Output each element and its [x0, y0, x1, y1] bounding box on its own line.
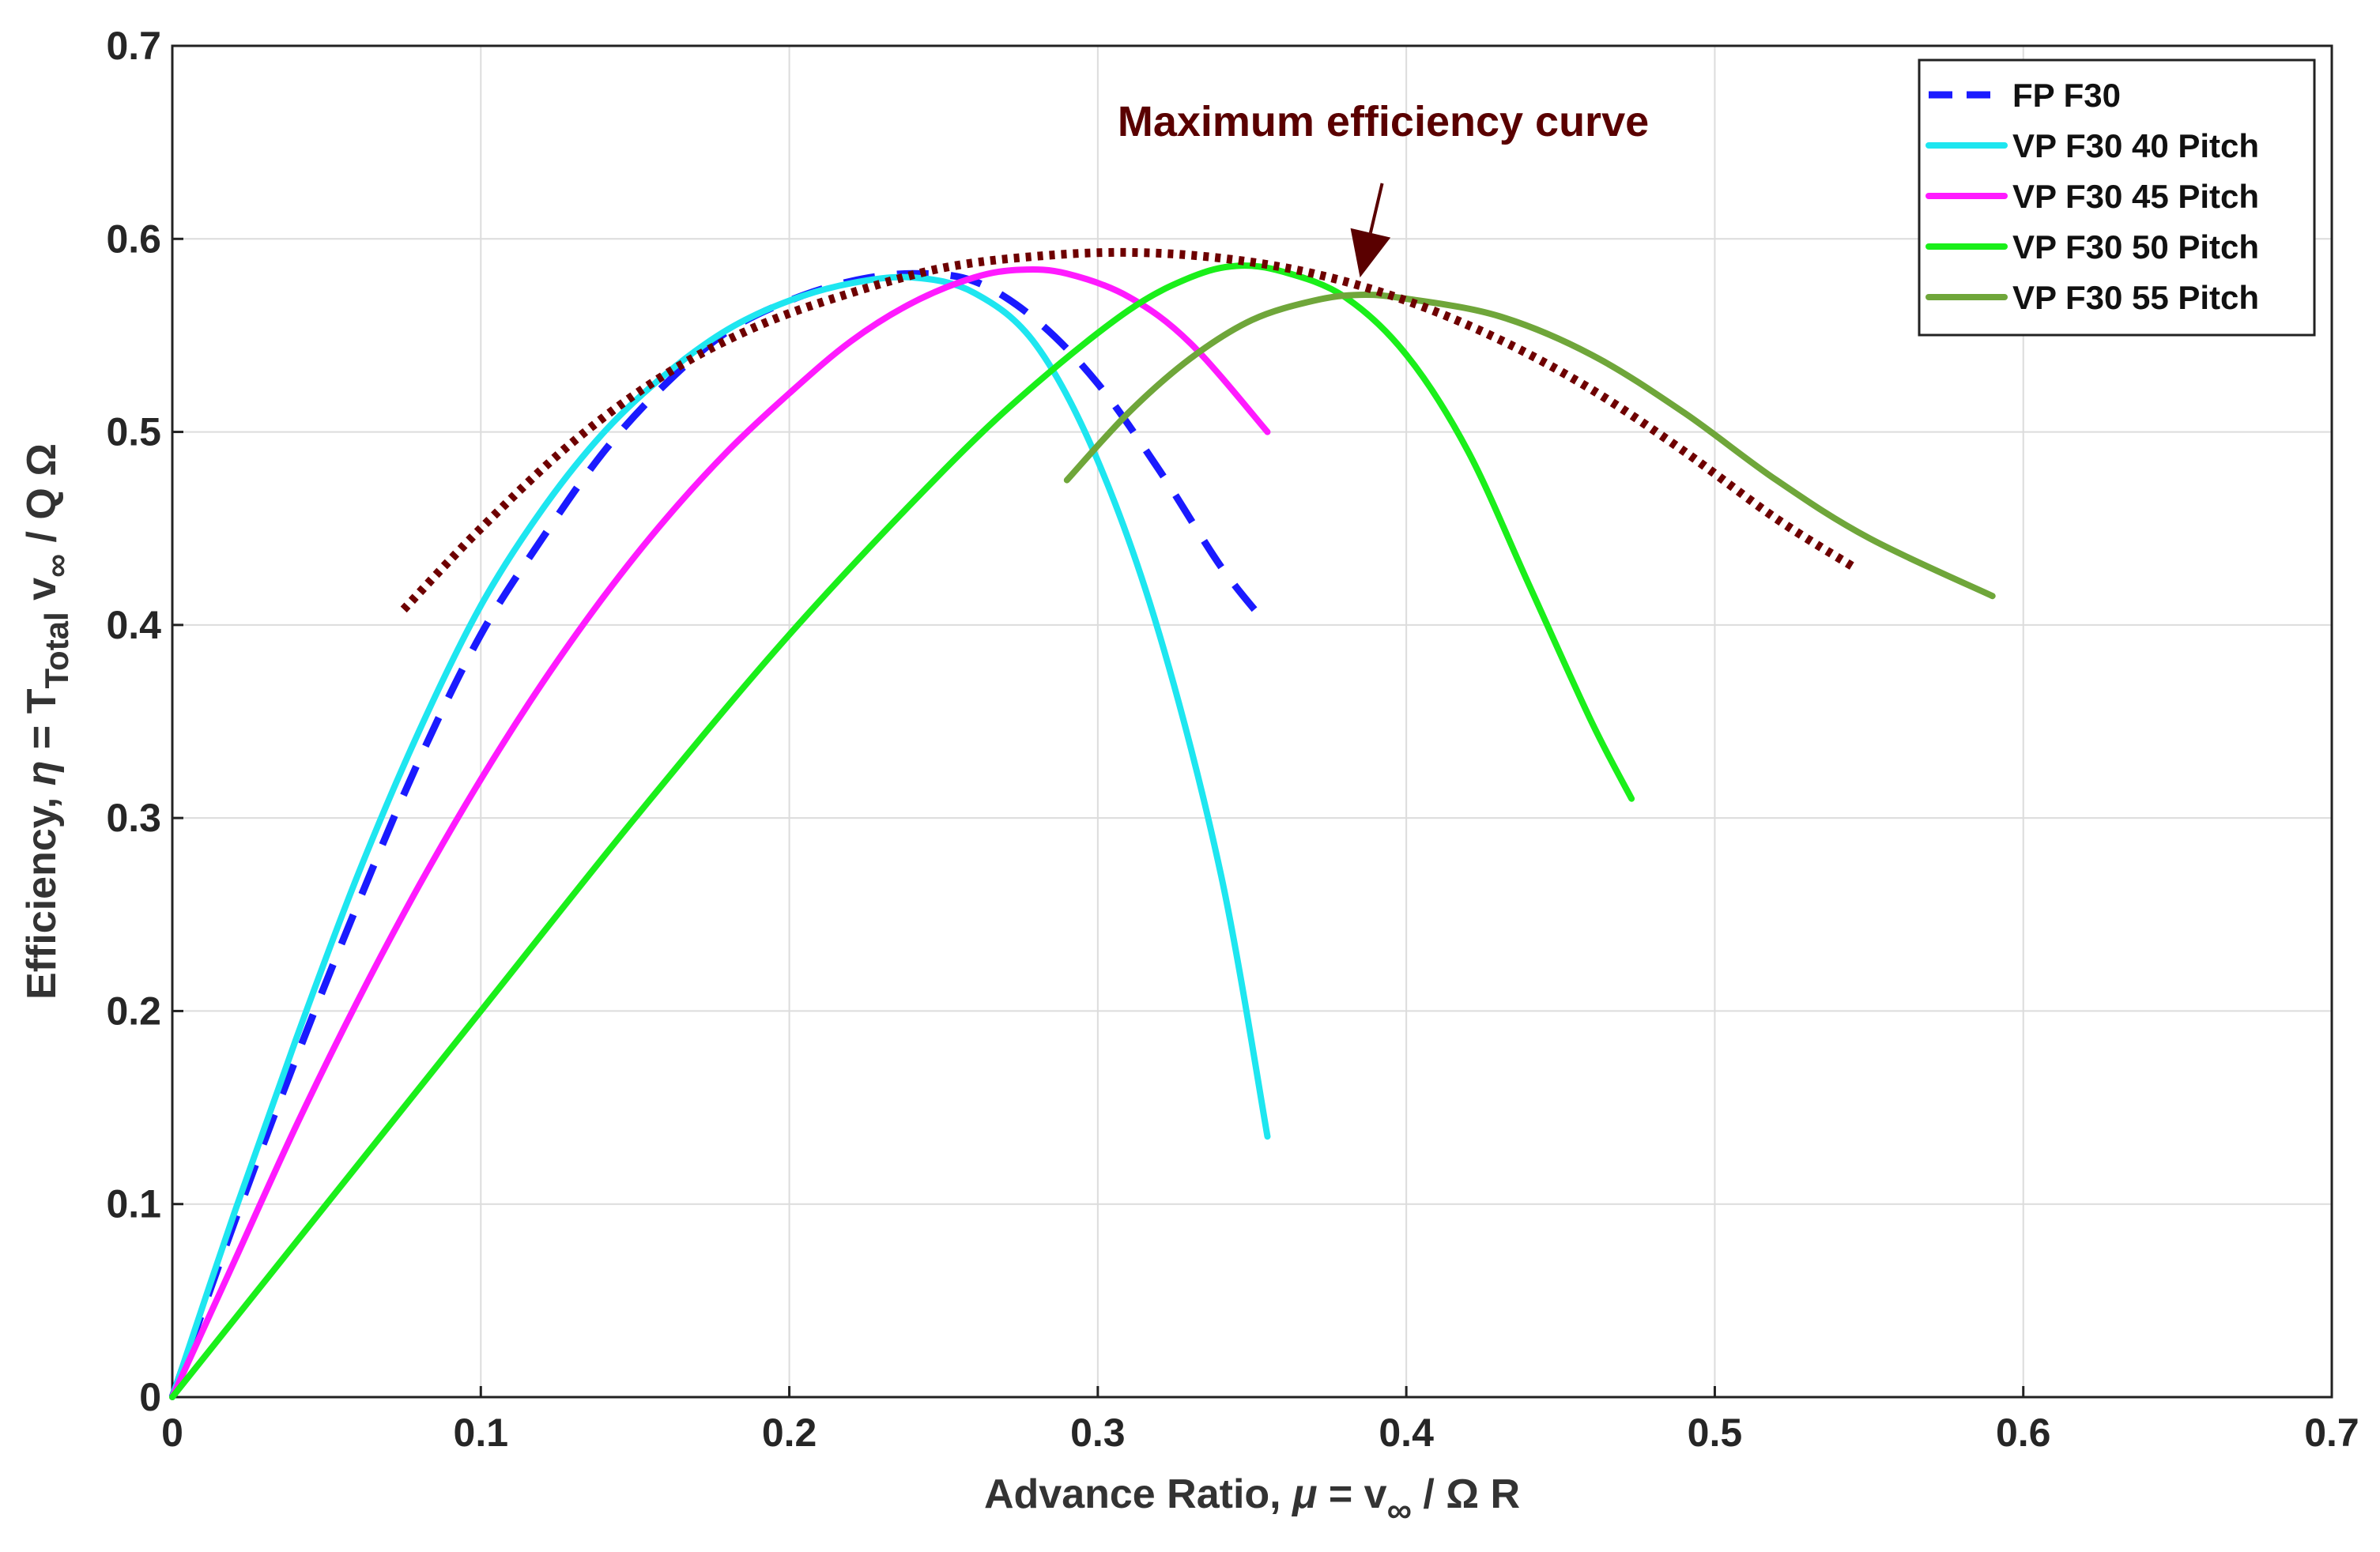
y-tick-label: 0.6 [106, 217, 161, 261]
annotation-arrow-head [1350, 228, 1391, 278]
legend-label-vp-f30-50-pitch: VP F30 50 Pitch [2012, 228, 2259, 266]
y-tick-label: 0.5 [106, 410, 161, 454]
y-tick-label: 0.3 [106, 796, 161, 840]
y-axis-label-prefix: Efficiency, [19, 785, 65, 1000]
y-tick-labels: 0 0.1 0.2 0.3 0.4 0.5 0.6 0.7 [106, 24, 161, 1419]
x-axis-label-sub: ∞ [1387, 1491, 1412, 1530]
y-tick-label: 0 [139, 1375, 161, 1419]
annotation-arrow-line [1368, 183, 1384, 234]
series-line-vp-f30-40-pitch [169, 273, 1271, 1400]
plot-frame [171, 44, 2333, 1399]
y-axis-label: Efficiency, η = TTotal v∞ / Q Ω [19, 443, 75, 1000]
x-axis-label: Advance Ratio, μ = v∞ / Ω R [984, 1471, 1520, 1530]
legend-label-vp-f30-40-pitch: VP F30 40 Pitch [2012, 127, 2259, 164]
y-axis-label-eq: = T [19, 688, 65, 760]
y-axis-label-sub: Total [38, 612, 75, 688]
legend-label-vp-f30-55-pitch: VP F30 55 Pitch [2012, 279, 2259, 316]
y-axis-label-sub2: ∞ [38, 554, 75, 578]
y-tick-label: 0.4 [106, 603, 161, 647]
series-line-vp-f30-45-pitch [169, 266, 1271, 1400]
series-line-fp-f30 [168, 269, 1271, 1399]
series-line-vp-f30-50-pitch [169, 262, 1635, 1400]
x-tick-label: 0 [161, 1411, 183, 1455]
x-axis-label-prefix: Advance Ratio, [984, 1471, 1292, 1517]
x-axis-label-tail: / Ω R [1412, 1471, 1520, 1517]
y-axis-label-tail: / Q Ω [19, 443, 65, 554]
x-tick-label: 0.5 [1688, 1411, 1743, 1455]
series-line-vp-f30-55-pitch [1063, 292, 1996, 600]
x-tick-label: 0.2 [762, 1411, 817, 1455]
legend-label-fp-f30: FP F30 [2012, 77, 2121, 114]
y-tick-label: 0.2 [106, 989, 161, 1033]
x-tick-label: 0.4 [1379, 1411, 1434, 1455]
x-tick-labels: 0 0.1 0.2 0.3 0.4 0.5 0.6 0.7 [161, 1411, 2359, 1455]
legend-items: FP F30 VP F30 40 Pitch VP F30 45 Pitch VP F… [1925, 77, 2259, 316]
x-tick-label: 0.7 [2304, 1411, 2359, 1455]
annotation-label: Maximum efficiency curve [1118, 98, 1649, 145]
y-tick-label: 0.7 [106, 24, 161, 68]
x-axis-label-eq: = v [1317, 1471, 1386, 1517]
x-tick-label: 0.1 [454, 1411, 509, 1455]
x-tick-label: 0.3 [1070, 1411, 1126, 1455]
x-axis-label-mu: μ [1291, 1471, 1317, 1517]
legend-label-vp-f30-45-pitch: VP F30 45 Pitch [2012, 178, 2259, 215]
y-axis-label-eta: η [19, 761, 65, 786]
y-axis-label-mid: v [19, 578, 65, 612]
x-tick-label: 0.6 [1996, 1411, 2051, 1455]
series-lines [168, 247, 1996, 1400]
legend: FP F30 VP F30 40 Pitch VP F30 45 Pitch VP F… [1918, 58, 2316, 337]
y-tick-label: 0.1 [106, 1182, 161, 1226]
